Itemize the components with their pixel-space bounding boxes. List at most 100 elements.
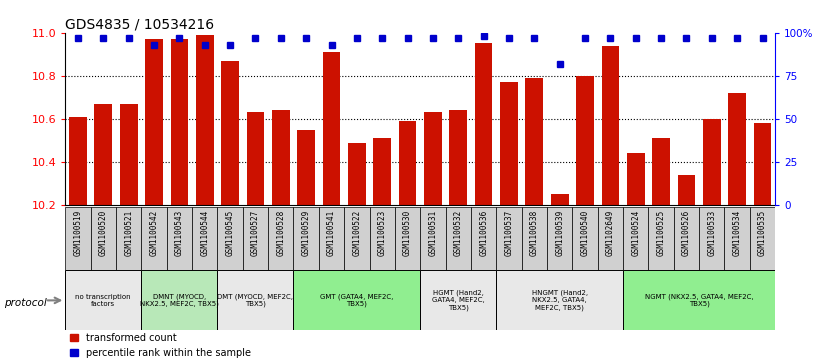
Text: GSM1100542: GSM1100542	[149, 210, 158, 256]
Text: GSM1100527: GSM1100527	[251, 210, 260, 256]
Bar	[450, 110, 467, 205]
Text: GSM1100531: GSM1100531	[428, 210, 437, 256]
Bar	[141, 207, 166, 270]
Bar	[217, 207, 243, 270]
Bar	[521, 207, 547, 270]
Text: HGMT (Hand2,
GATA4, MEF2C,
TBX5): HGMT (Hand2, GATA4, MEF2C, TBX5)	[432, 290, 485, 311]
Text: GSM1100519: GSM1100519	[73, 210, 82, 256]
Bar	[627, 153, 645, 205]
Bar	[370, 207, 395, 270]
Text: GSM1100530: GSM1100530	[403, 210, 412, 256]
Text: GSM1100544: GSM1100544	[200, 210, 209, 256]
Bar	[547, 207, 572, 270]
Text: no transcription
factors: no transcription factors	[76, 294, 131, 307]
Bar	[69, 117, 86, 205]
Bar	[399, 121, 416, 205]
Bar	[91, 207, 116, 270]
Bar	[699, 207, 725, 270]
Text: GSM1102649: GSM1102649	[606, 210, 615, 256]
Bar	[348, 143, 366, 205]
Bar	[677, 175, 695, 205]
Text: GSM1100524: GSM1100524	[632, 210, 641, 256]
Bar	[268, 207, 294, 270]
Bar	[297, 130, 315, 205]
Bar	[322, 52, 340, 205]
Bar	[576, 76, 594, 205]
Bar	[623, 207, 649, 270]
Text: GSM1100537: GSM1100537	[504, 210, 513, 256]
Bar	[166, 207, 192, 270]
Text: protocol: protocol	[4, 298, 47, 308]
Bar	[572, 207, 597, 270]
Text: GSM1100529: GSM1100529	[302, 210, 311, 256]
Bar	[750, 207, 775, 270]
Bar	[601, 46, 619, 205]
Text: GMT (GATA4, MEF2C,
TBX5): GMT (GATA4, MEF2C, TBX5)	[320, 293, 393, 307]
Text: GSM1100532: GSM1100532	[454, 210, 463, 256]
Bar	[221, 61, 239, 205]
Bar	[243, 207, 268, 270]
Bar	[420, 270, 496, 330]
Bar	[395, 207, 420, 270]
Text: GSM1100534: GSM1100534	[733, 210, 742, 256]
Bar	[141, 270, 217, 330]
Bar	[294, 270, 420, 330]
Bar	[471, 207, 496, 270]
Text: GSM1100541: GSM1100541	[327, 210, 336, 256]
Bar	[500, 82, 518, 205]
Bar	[496, 270, 623, 330]
Text: GSM1100520: GSM1100520	[99, 210, 108, 256]
Text: GSM1100523: GSM1100523	[378, 210, 387, 256]
Bar	[526, 78, 543, 205]
Bar	[272, 110, 290, 205]
Text: GSM1100535: GSM1100535	[758, 210, 767, 256]
Text: GSM1100525: GSM1100525	[657, 210, 666, 256]
Bar	[551, 194, 569, 205]
Text: GSM1100540: GSM1100540	[580, 210, 589, 256]
Text: GSM1100545: GSM1100545	[225, 210, 234, 256]
Bar	[65, 270, 141, 330]
Text: DMT (MYOCD, MEF2C,
TBX5): DMT (MYOCD, MEF2C, TBX5)	[217, 293, 294, 307]
Bar	[420, 207, 446, 270]
Text: HNGMT (Hand2,
NKX2.5, GATA4,
MEF2C, TBX5): HNGMT (Hand2, NKX2.5, GATA4, MEF2C, TBX5…	[532, 290, 588, 311]
Text: DMNT (MYOCD,
NKX2.5, MEF2C, TBX5): DMNT (MYOCD, NKX2.5, MEF2C, TBX5)	[140, 293, 219, 307]
Bar	[623, 270, 775, 330]
Bar	[725, 207, 750, 270]
Bar	[729, 93, 746, 205]
Bar	[294, 207, 319, 270]
Bar	[754, 123, 771, 205]
Bar	[652, 138, 670, 205]
Bar	[674, 207, 699, 270]
Bar	[319, 207, 344, 270]
Bar	[374, 138, 391, 205]
Text: GSM1100539: GSM1100539	[555, 210, 564, 256]
Text: GSM1100543: GSM1100543	[175, 210, 184, 256]
Text: GSM1100538: GSM1100538	[530, 210, 539, 256]
Bar	[192, 207, 217, 270]
Text: GSM1100522: GSM1100522	[353, 210, 361, 256]
Bar	[171, 39, 188, 205]
Bar	[120, 104, 138, 205]
Text: GSM1100536: GSM1100536	[479, 210, 488, 256]
Bar	[217, 270, 294, 330]
Text: NGMT (NKX2.5, GATA4, MEF2C,
TBX5): NGMT (NKX2.5, GATA4, MEF2C, TBX5)	[645, 293, 753, 307]
Bar	[703, 119, 721, 205]
Bar	[424, 113, 441, 205]
Bar	[246, 113, 264, 205]
Text: GDS4835 / 10534216: GDS4835 / 10534216	[65, 17, 215, 32]
Bar	[196, 35, 214, 205]
Text: GSM1100521: GSM1100521	[124, 210, 133, 256]
Bar	[344, 207, 370, 270]
Bar	[475, 44, 493, 205]
Text: GSM1100526: GSM1100526	[682, 210, 691, 256]
Bar	[65, 207, 91, 270]
Bar	[649, 207, 674, 270]
Bar	[446, 207, 471, 270]
Bar	[145, 39, 163, 205]
Bar	[116, 207, 141, 270]
Text: GSM1100533: GSM1100533	[707, 210, 716, 256]
Bar	[95, 104, 112, 205]
Text: GSM1100528: GSM1100528	[277, 210, 286, 256]
Bar	[597, 207, 623, 270]
Bar	[496, 207, 521, 270]
